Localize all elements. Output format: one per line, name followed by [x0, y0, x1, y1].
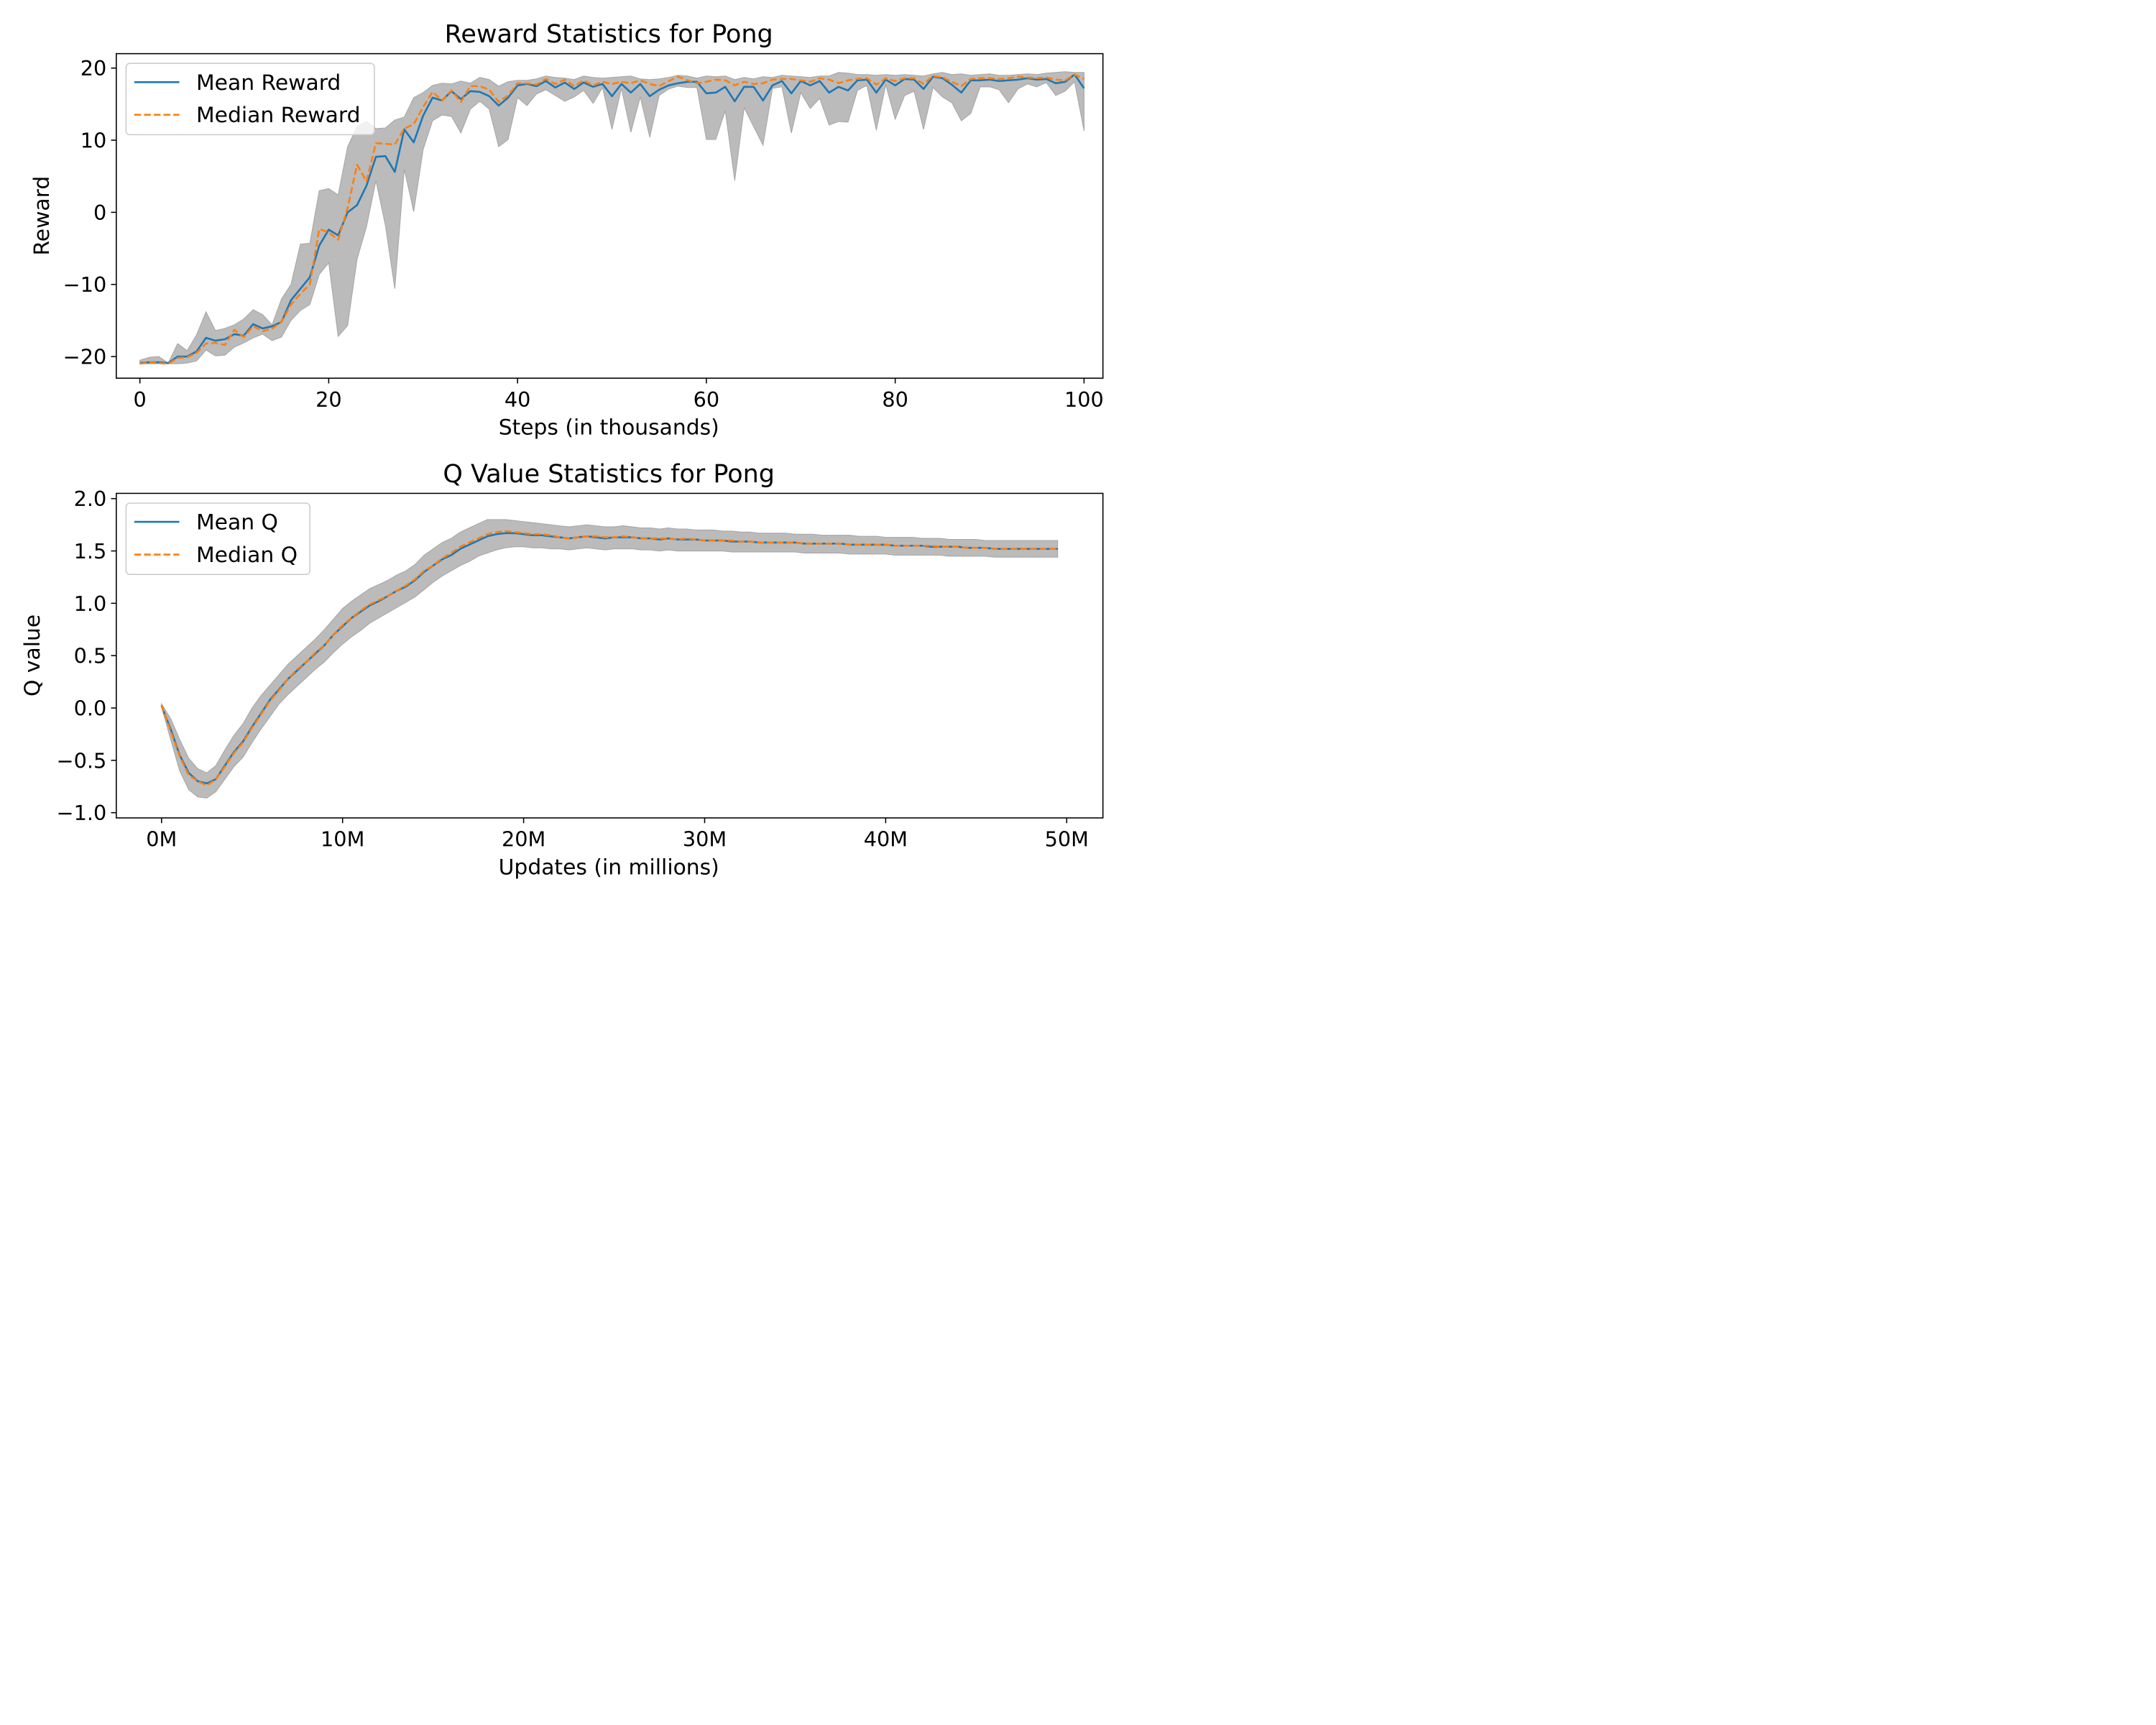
x-tick-label: 10M — [321, 827, 364, 852]
x-tick-label: 40M — [864, 827, 908, 852]
x-tick-label: 20M — [502, 827, 545, 852]
plot-area: 0M 10M 20M 30M 40M 50M −1.0 −0.5 0.0 0.5 1.0 1.5 2.0 — [57, 487, 1089, 851]
legend-label-median: Median Reward — [196, 103, 360, 128]
x-tick-label: 50M — [1045, 827, 1089, 852]
y-tick-label: 1.5 — [74, 539, 107, 564]
x-tick-label: 0 — [134, 387, 147, 412]
axes-frame — [116, 52, 1104, 379]
y-tick-label: 10 — [80, 128, 107, 152]
reward-chart: Reward Statistics for Pong 0 20 40 60 80 100−… — [29, 20, 1104, 440]
x-tick-label: 40 — [505, 387, 531, 412]
legend: Mean Q Median Q — [125, 502, 310, 575]
x-axis-label: Updates (in millions) — [499, 855, 719, 880]
y-axis-label: Reward — [29, 176, 55, 256]
axes-frame — [116, 492, 1104, 819]
y-tick-label: 0.5 — [74, 644, 107, 668]
chart-canvas: Reward Statistics for Pong 0 20 40 60 80 100−… — [0, 0, 1125, 901]
median-line — [139, 73, 1084, 365]
y-tick-label: −1.0 — [57, 801, 107, 825]
legend: Mean Reward Median Reward — [125, 63, 375, 136]
x-axis-label: Steps (in thousands) — [499, 415, 719, 440]
x-tick-label: 30M — [683, 827, 727, 852]
x-tick-label: 20 — [315, 387, 342, 412]
legend-label-median: Median Q — [196, 543, 298, 568]
y-tick-label: 1.0 — [74, 592, 107, 616]
median-line — [160, 530, 1058, 787]
min-max-band — [161, 519, 1059, 799]
y-tick-label: −10 — [63, 272, 107, 297]
legend-label-mean: Mean Q — [196, 510, 278, 535]
chart-title: Q Value Statistics for Pong — [443, 460, 775, 489]
mean-line — [139, 73, 1085, 364]
x-tick-label: 0M — [146, 827, 177, 852]
y-axis-label: Q value — [20, 615, 45, 696]
q-value-chart: Q Value Statistics for Pong 0M 10M 20M 30M 4… — [20, 460, 1104, 880]
x-tick-label: 100 — [1064, 387, 1104, 412]
plot-area: 0 20 40 60 80 100 −20 −10 0 10 20 — [63, 56, 1104, 412]
legend-box — [125, 63, 375, 136]
legend-label-mean: Mean Reward — [196, 70, 341, 96]
figure: Reward Statistics for Pong 0 20 40 60 80 100−… — [0, 0, 1125, 901]
x-tick-label: 60 — [694, 387, 720, 412]
y-tick-label: 2.0 — [74, 487, 107, 511]
y-tick-label: −0.5 — [57, 748, 107, 773]
y-tick-label: 0.0 — [74, 696, 107, 720]
y-tick-label: 20 — [80, 56, 107, 80]
y-tick-label: −20 — [63, 345, 107, 369]
y-tick-label: 0 — [93, 201, 106, 225]
x-tick-label: 80 — [882, 387, 908, 412]
min-max-band — [139, 71, 1084, 364]
chart-title: Reward Statistics for Pong — [445, 20, 773, 49]
